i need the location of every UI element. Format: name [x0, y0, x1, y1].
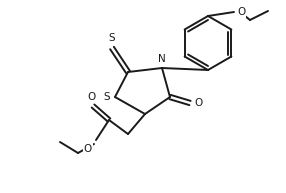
Text: N: N [158, 54, 166, 64]
Text: O: O [84, 144, 92, 154]
Text: S: S [103, 92, 110, 102]
Text: S: S [109, 33, 115, 43]
Text: O: O [87, 92, 95, 102]
Text: O: O [194, 98, 202, 108]
Text: O: O [237, 7, 245, 17]
